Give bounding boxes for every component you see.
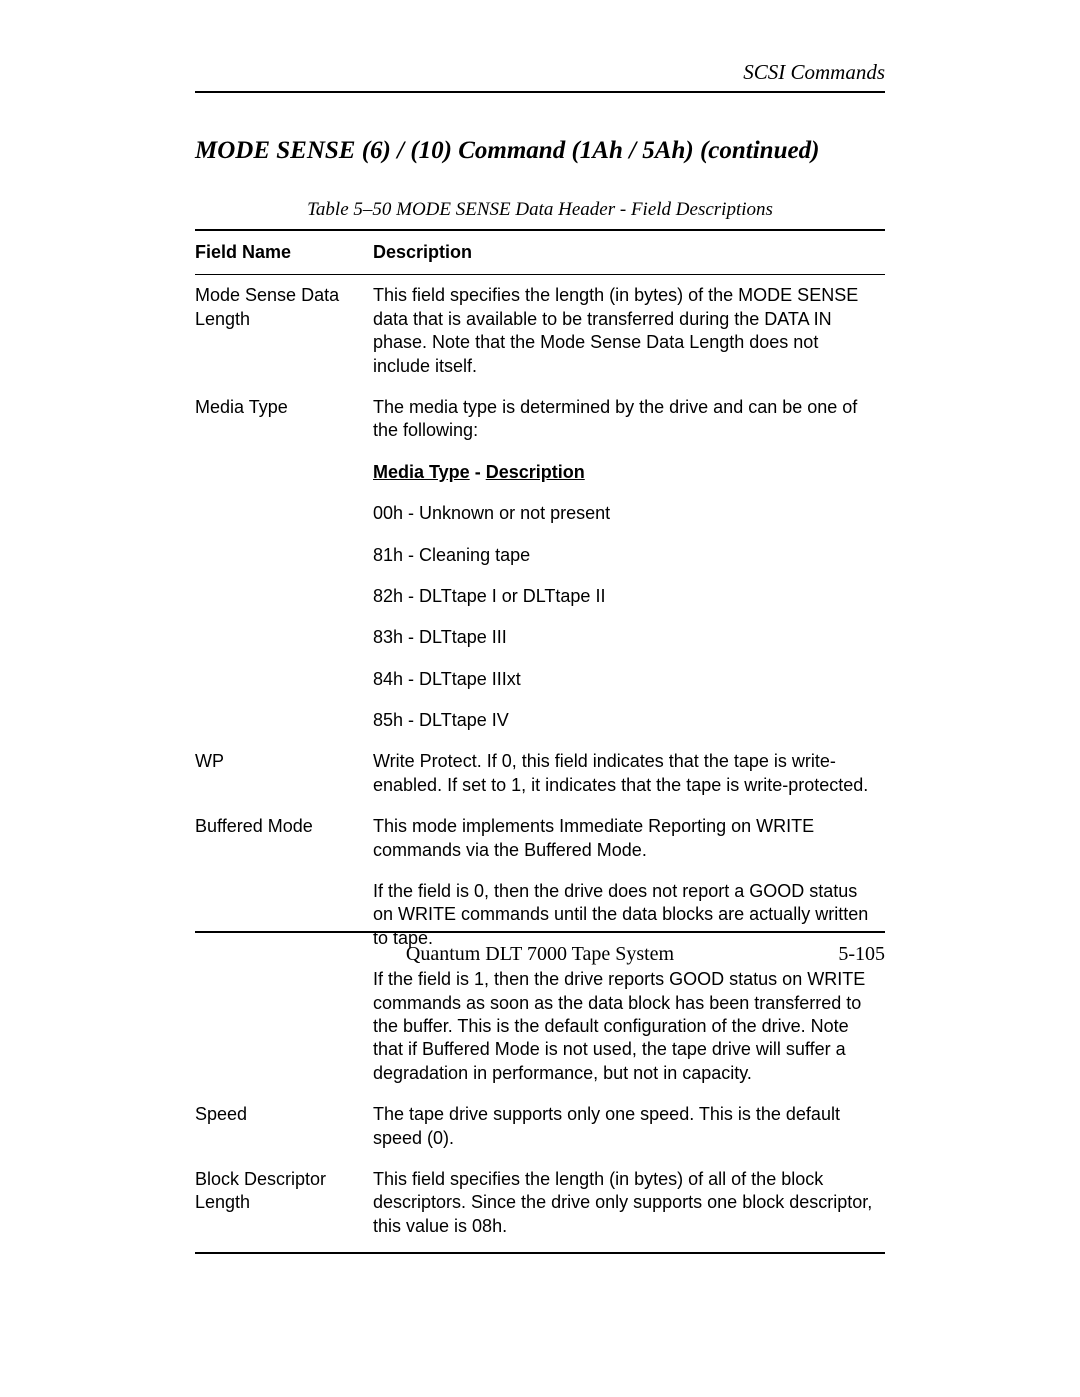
page: SCSI Commands MODE SENSE (6) / (10) Comm…	[0, 0, 1080, 1397]
table-row: Block Descriptor LengthThis field specif…	[195, 1159, 885, 1253]
description-text: The tape drive supports only one speed. …	[373, 1103, 877, 1150]
media-type-subhead-left: Media Type	[373, 462, 470, 482]
section-title: MODE SENSE (6) / (10) Command (1Ah / 5Ah…	[195, 137, 885, 165]
field-name-cell: Block Descriptor Length	[195, 1159, 373, 1253]
table-row: Media TypeThe media type is determined b…	[195, 387, 885, 452]
description-cell: The media type is determined by the driv…	[373, 387, 885, 452]
description-text: 81h - Cleaning tape	[373, 544, 877, 567]
description-cell: If the field is 1, then the drive report…	[373, 959, 885, 1094]
description-cell: This field specifies the length (in byte…	[373, 275, 885, 387]
description-text: 82h - DLTtape I or DLTtape II	[373, 585, 877, 608]
description-cell: 83h - DLTtape III	[373, 617, 885, 658]
description-text: 84h - DLTtape IIIxt	[373, 668, 877, 691]
description-cell: Write Protect. If 0, this field indicate…	[373, 741, 885, 806]
table-row: Buffered ModeThis mode implements Immedi…	[195, 806, 885, 871]
table-header-field-name: Field Name	[195, 230, 373, 275]
description-cell: This mode implements Immediate Reporting…	[373, 806, 885, 871]
description-cell: 82h - DLTtape I or DLTtape II	[373, 576, 885, 617]
description-cell: 81h - Cleaning tape	[373, 535, 885, 576]
table-row: SpeedThe tape drive supports only one sp…	[195, 1094, 885, 1159]
running-head: SCSI Commands	[195, 60, 885, 93]
description-cell: 84h - DLTtape IIIxt	[373, 659, 885, 700]
field-name-cell: Media Type	[195, 387, 373, 742]
description-text: 83h - DLTtape III	[373, 626, 877, 649]
media-type-subhead-right: Description	[486, 462, 585, 482]
table-body: Mode Sense Data LengthThis field specifi…	[195, 275, 885, 1253]
page-footer: Quantum DLT 7000 Tape System 5-105	[195, 931, 885, 966]
media-type-subhead-sep: -	[470, 462, 486, 482]
mode-sense-table: Field Name Description Mode Sense Data L…	[195, 229, 885, 1254]
table-row: Mode Sense Data LengthThis field specifi…	[195, 275, 885, 387]
description-cell: 00h - Unknown or not present	[373, 493, 885, 534]
table-header-row: Field Name Description	[195, 230, 885, 275]
field-name-cell: Speed	[195, 1094, 373, 1159]
description-cell: Media Type - Description	[373, 452, 885, 493]
table-caption: Table 5–50 MODE SENSE Data Header - Fiel…	[195, 199, 885, 221]
table-header-description: Description	[373, 230, 885, 275]
footer-center: Quantum DLT 7000 Tape System	[195, 943, 885, 966]
description-text: This field specifies the length (in byte…	[373, 1168, 877, 1238]
description-text: This mode implements Immediate Reporting…	[373, 815, 877, 862]
field-name-cell: Mode Sense Data Length	[195, 275, 373, 387]
field-name-cell: WP	[195, 741, 373, 806]
description-text: 85h - DLTtape IV	[373, 709, 877, 732]
description-text: Write Protect. If 0, this field indicate…	[373, 750, 877, 797]
description-text: The media type is determined by the driv…	[373, 396, 877, 443]
content-area: SCSI Commands MODE SENSE (6) / (10) Comm…	[195, 60, 885, 1254]
description-text: If the field is 1, then the drive report…	[373, 968, 877, 1085]
description-cell: This field specifies the length (in byte…	[373, 1159, 885, 1253]
table-row: WPWrite Protect. If 0, this field indica…	[195, 741, 885, 806]
description-text: This field specifies the length (in byte…	[373, 284, 877, 378]
description-cell: 85h - DLTtape IV	[373, 700, 885, 741]
footer-page-number: 5-105	[838, 943, 885, 966]
description-text: 00h - Unknown or not present	[373, 502, 877, 525]
description-cell: The tape drive supports only one speed. …	[373, 1094, 885, 1159]
